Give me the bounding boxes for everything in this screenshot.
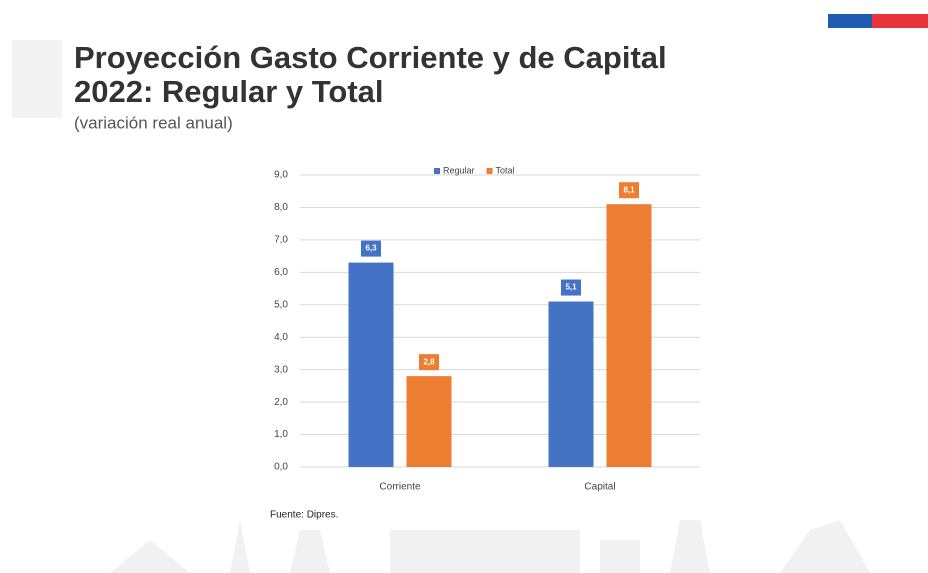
watermark-logo: [12, 40, 62, 118]
y-tick-label: 7,0: [274, 235, 288, 246]
y-tick-label: 9,0: [274, 170, 288, 181]
flag-blue: [828, 14, 872, 28]
y-tick-label: 0,0: [274, 462, 288, 473]
x-tick-label: Corriente: [379, 482, 421, 493]
legend-label: Regular: [443, 165, 475, 175]
value-label: 5,1: [565, 283, 577, 292]
y-tick-label: 2,0: [274, 397, 288, 408]
legend-label: Total: [496, 165, 515, 175]
title-line: Proyección Gasto Corriente y de Capital: [74, 40, 667, 75]
subtitle: (variación real anual): [74, 113, 233, 132]
bar: [348, 262, 394, 467]
bar: [548, 301, 594, 467]
flag-red: [872, 14, 928, 28]
value-label-box: [361, 240, 381, 257]
y-tick-label: 1,0: [274, 429, 288, 440]
watermark-skyline: [110, 520, 870, 573]
value-label-box: [561, 279, 581, 296]
source: Fuente: Dipres.: [270, 510, 338, 521]
y-tick-label: 5,0: [274, 299, 288, 310]
value-label-box: [619, 182, 639, 199]
legend-swatch: [434, 168, 440, 174]
title-line: 2022: Regular y Total: [74, 74, 384, 109]
y-tick-label: 8,0: [274, 202, 288, 213]
bar: [606, 204, 652, 467]
y-tick-label: 6,0: [274, 267, 288, 278]
y-tick-label: 4,0: [274, 332, 288, 343]
value-label-box: [419, 354, 439, 371]
value-label: 8,1: [623, 185, 635, 194]
value-label: 2,8: [423, 357, 435, 366]
legend-swatch: [486, 168, 493, 174]
bar: [406, 376, 452, 467]
plot: 0,0 1,0 2,0 3,0 4,0 5,0 6,0 7,0 8,0 9,0 Corriente 6…: [274, 165, 700, 493]
value-label: 6,3: [365, 244, 377, 253]
watermark: [12, 40, 870, 573]
y-tick-label: 3,0: [274, 364, 288, 375]
x-tick-label: Capital: [584, 482, 615, 493]
